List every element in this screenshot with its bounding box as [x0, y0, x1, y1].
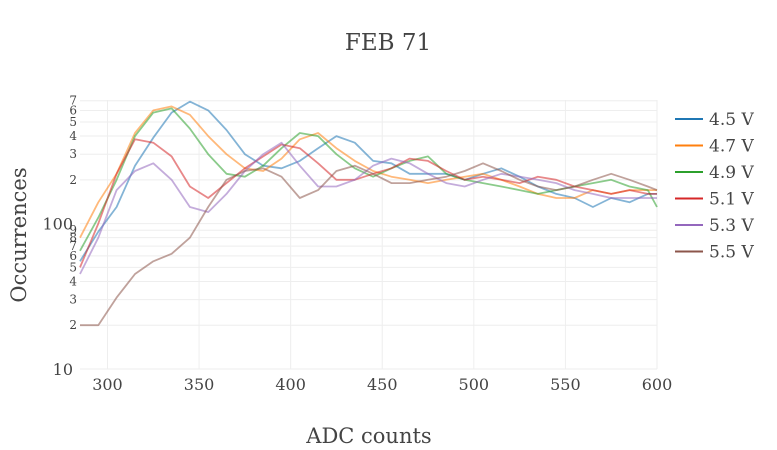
- x-tick-label: 600: [642, 375, 673, 394]
- y-minor-tick-label: 2: [69, 173, 77, 187]
- y-minor-tick-label: 6: [69, 249, 77, 263]
- x-axis-ticks: 300 350 400 450 500 550 600: [92, 375, 672, 394]
- x-tick-label: 400: [275, 375, 306, 394]
- y-minor-tick-label: 5: [69, 260, 77, 274]
- x-tick-label: 300: [92, 375, 123, 394]
- series-line-2: [79, 105, 657, 239]
- y-minor-tick-label: 4: [69, 129, 77, 143]
- series-line-5: [79, 141, 657, 275]
- grid: [80, 100, 658, 370]
- y-minor-tick-label: 3: [69, 293, 77, 307]
- y-minor-tick-label: 4: [69, 274, 77, 288]
- x-tick-label: 500: [459, 375, 490, 394]
- y-minor-tick-label: 7: [69, 239, 77, 253]
- y-minor-tick-label: 3: [69, 147, 77, 161]
- y-minor-tick-label: 8: [69, 231, 77, 245]
- x-tick-label: 550: [550, 375, 581, 394]
- series-line-4: [79, 138, 657, 268]
- series-line-6: [80, 162, 658, 327]
- legend-label: 4.7 V: [709, 137, 754, 157]
- legend: 4.5 V 4.7 V 4.9 V 5.1 V 5.3 V 5.5 V: [675, 110, 754, 263]
- chart-title: FEB 71: [345, 30, 431, 56]
- y-minor-tick-label: 5: [69, 115, 77, 129]
- y-tick-label: 100: [42, 215, 73, 234]
- legend-label: 5.5 V: [709, 243, 754, 263]
- y-minor-tick-label: 6: [69, 103, 77, 117]
- legend-label: 4.9 V: [709, 163, 754, 183]
- y-minor-tick-label: 2: [69, 318, 77, 332]
- x-tick-label: 450: [367, 375, 398, 394]
- legend-label: 5.3 V: [709, 216, 754, 236]
- plot-area: [79, 100, 658, 327]
- y-tick-label: 10: [53, 360, 73, 379]
- x-axis-title: ADC counts: [305, 424, 431, 448]
- legend-label: 4.5 V: [709, 110, 754, 130]
- legend-label: 5.1 V: [709, 190, 754, 210]
- x-tick-label: 350: [184, 375, 215, 394]
- y-minor-tick-label: 9: [69, 223, 77, 237]
- y-axis-title: Occurrences: [7, 167, 31, 302]
- y-minor-tick-label: 7: [69, 94, 77, 108]
